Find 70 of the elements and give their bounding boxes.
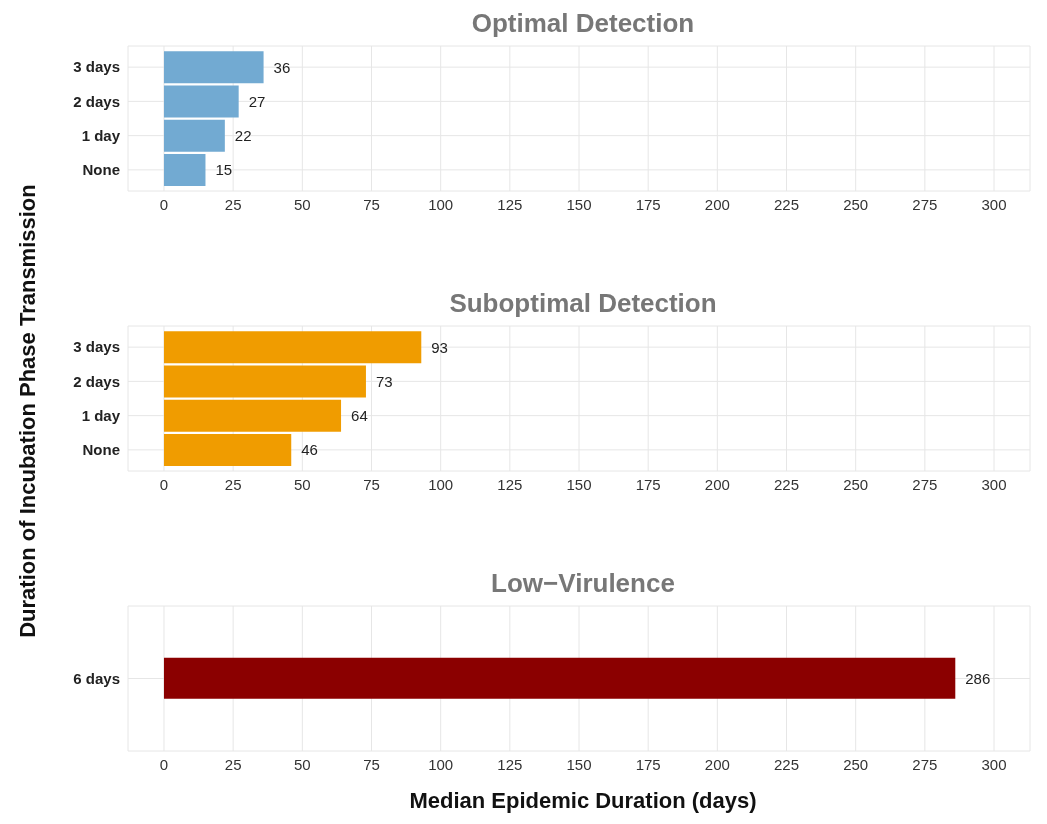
data-label: 46	[301, 441, 318, 459]
x-tick-label: 50	[293, 755, 311, 773]
x-tick-label: 150	[566, 475, 592, 493]
x-tick-label: 250	[843, 755, 869, 773]
x-tick-label: 300	[981, 475, 1007, 493]
y-tick-label: 2 days	[73, 92, 120, 110]
x-tick-label: 25	[224, 755, 242, 773]
y-axis-title: Duration of Incubation Phase Transmission	[15, 183, 41, 640]
x-tick-label: 275	[912, 475, 938, 493]
x-tick-label: 200	[704, 475, 730, 493]
x-tick-label: 175	[635, 475, 661, 493]
x-tick-label: 225	[774, 755, 800, 773]
x-tick-label: 25	[224, 195, 242, 213]
x-axis-title: Median Epidemic Duration (days)	[408, 788, 758, 814]
x-tick-label: 100	[428, 755, 454, 773]
x-tick-label: 125	[497, 475, 523, 493]
x-tick-label: 75	[363, 475, 380, 493]
x-tick-label: 225	[774, 195, 800, 213]
y-tick-label: 3 days	[73, 338, 120, 356]
data-label: 15	[215, 161, 233, 179]
bar	[163, 399, 342, 432]
chart-title: Optimal Detection	[470, 8, 696, 40]
x-tick-label: 275	[912, 755, 938, 773]
x-tick-label: 200	[704, 195, 730, 213]
y-tick-label: 1 day	[81, 406, 121, 424]
bar	[163, 434, 292, 467]
y-tick-label: 3 days	[73, 58, 120, 76]
x-tick-label: 125	[497, 755, 523, 773]
bar	[163, 331, 422, 364]
y-tick-label: None	[82, 441, 120, 459]
data-label: 22	[234, 127, 252, 145]
data-label: 73	[375, 372, 393, 390]
data-label: 27	[248, 92, 266, 110]
bar	[163, 154, 206, 187]
x-tick-label: 250	[843, 195, 869, 213]
bar	[163, 51, 264, 84]
x-tick-label: 25	[224, 475, 242, 493]
bar	[163, 119, 225, 152]
data-label: 286	[965, 669, 991, 687]
x-tick-label: 0	[159, 475, 169, 493]
x-tick-label: 0	[159, 195, 169, 213]
data-label: 64	[351, 407, 368, 425]
x-tick-label: 75	[363, 195, 380, 213]
y-tick-label: 6 days	[73, 669, 120, 687]
x-tick-label: 100	[428, 195, 454, 213]
x-tick-label: 150	[566, 195, 592, 213]
x-tick-label: 200	[704, 755, 730, 773]
x-tick-label: 75	[363, 755, 380, 773]
chart-title: Suboptimal Detection	[448, 288, 718, 320]
x-tick-label: 50	[293, 195, 311, 213]
data-label: 36	[273, 58, 291, 76]
x-tick-label: 300	[981, 755, 1007, 773]
x-tick-label: 225	[774, 475, 800, 493]
x-tick-label: 175	[635, 195, 661, 213]
chart-title: Low−Virulence	[490, 568, 676, 600]
x-tick-label: 125	[497, 195, 523, 213]
y-tick-label: 2 days	[73, 372, 120, 390]
x-tick-label: 175	[635, 755, 661, 773]
bar	[163, 85, 239, 118]
y-tick-label: None	[82, 161, 120, 179]
y-tick-label: 1 day	[81, 126, 121, 144]
x-tick-label: 300	[981, 195, 1007, 213]
x-tick-label: 100	[428, 475, 454, 493]
x-tick-label: 250	[843, 475, 869, 493]
x-tick-label: 150	[566, 755, 592, 773]
x-tick-label: 0	[159, 755, 169, 773]
bar	[163, 365, 366, 398]
x-tick-label: 50	[293, 475, 311, 493]
data-label: 93	[431, 338, 448, 356]
x-tick-label: 275	[912, 195, 938, 213]
